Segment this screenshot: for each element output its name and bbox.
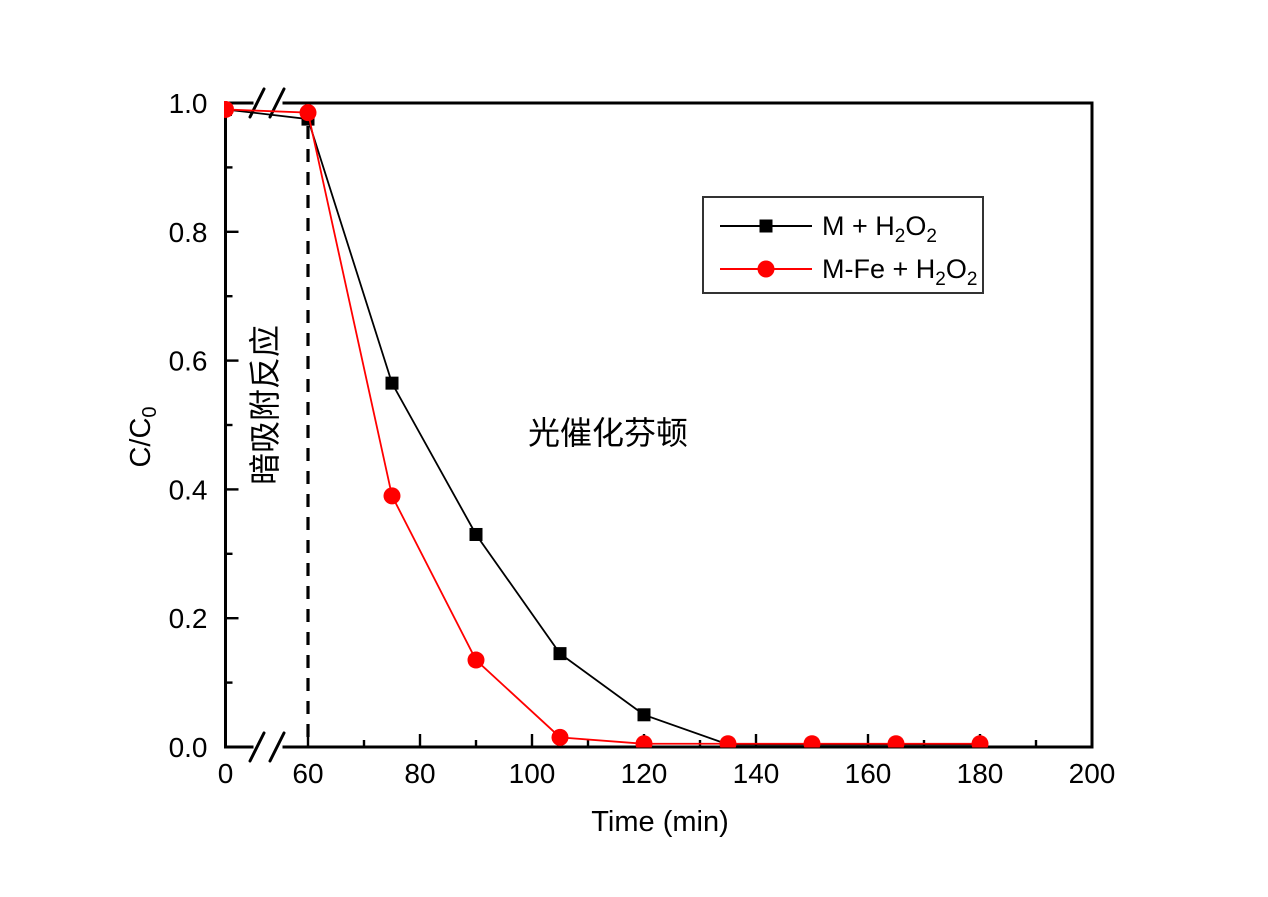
series-line-m-fe-h2o2 <box>225 108 980 745</box>
series-marker-circle <box>383 487 401 505</box>
y-axis-title: C/C0 <box>125 406 161 467</box>
legend-label: M-Fe + H2O2 <box>822 254 977 290</box>
x-tick-label: 120 <box>621 758 668 789</box>
legend-box: M + H2O2 M-Fe + H2O2 <box>702 196 984 294</box>
legend-circle-marker-icon <box>757 260 775 278</box>
x-tick-label: 160 <box>845 758 892 789</box>
x-tick-label: 200 <box>1069 758 1116 789</box>
series-marker-circle <box>551 728 569 746</box>
legend-square-marker-icon <box>759 219 773 233</box>
y-tick-label: 0.2 <box>169 603 208 634</box>
series-marker-circle <box>635 735 653 748</box>
x-tick-label: 100 <box>509 758 556 789</box>
y-tick-label: 0.8 <box>169 217 208 248</box>
y-tick-label: 0.0 <box>169 732 208 763</box>
series-marker-square <box>385 376 399 390</box>
series-marker-circle <box>467 651 485 669</box>
series-marker-circle <box>224 101 234 118</box>
legend-frame <box>702 196 984 294</box>
axis-break-slash <box>248 731 266 763</box>
legend-label: M + H2O2 <box>822 211 937 247</box>
y-tick-label: 1.0 <box>169 88 208 119</box>
series-marker-circle <box>803 735 821 748</box>
x-tick-label: 180 <box>957 758 1004 789</box>
annotation-dark-adsorption-phase: 暗吸附反应 <box>246 325 284 485</box>
axis-break-slash <box>268 731 286 763</box>
x-tick-label: 0 <box>218 758 234 789</box>
series-marker-circle <box>719 735 737 748</box>
y-tick-label: 0.6 <box>169 346 208 377</box>
y-tick-label: 0.4 <box>169 474 208 505</box>
series-marker-square <box>469 527 483 541</box>
legend-entry: M-Fe + H2O2 <box>720 254 977 290</box>
x-tick-label: 140 <box>733 758 780 789</box>
series-marker-circle <box>971 735 989 748</box>
series-marker-square <box>637 708 651 722</box>
series-marker-square <box>553 647 567 661</box>
x-tick-label: 80 <box>404 758 435 789</box>
legend-entry: M + H2O2 <box>720 211 937 247</box>
series-marker-circle <box>299 104 317 122</box>
x-tick-label: 60 <box>292 758 323 789</box>
plot-area <box>224 101 989 748</box>
x-axis-title: Time (min) <box>591 806 728 838</box>
annotation-photocatalytic-fenton-phase: 光催化芬顿 <box>528 414 688 452</box>
axis-break-slash <box>268 87 286 119</box>
series-marker-circle <box>887 735 905 748</box>
